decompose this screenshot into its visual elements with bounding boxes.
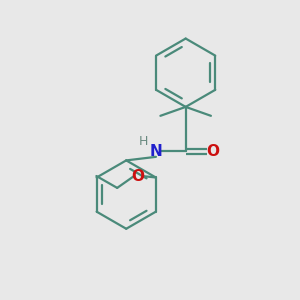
Text: O: O	[206, 144, 219, 159]
Text: N: N	[150, 144, 162, 159]
Text: H: H	[139, 135, 148, 148]
Text: O: O	[131, 169, 145, 184]
